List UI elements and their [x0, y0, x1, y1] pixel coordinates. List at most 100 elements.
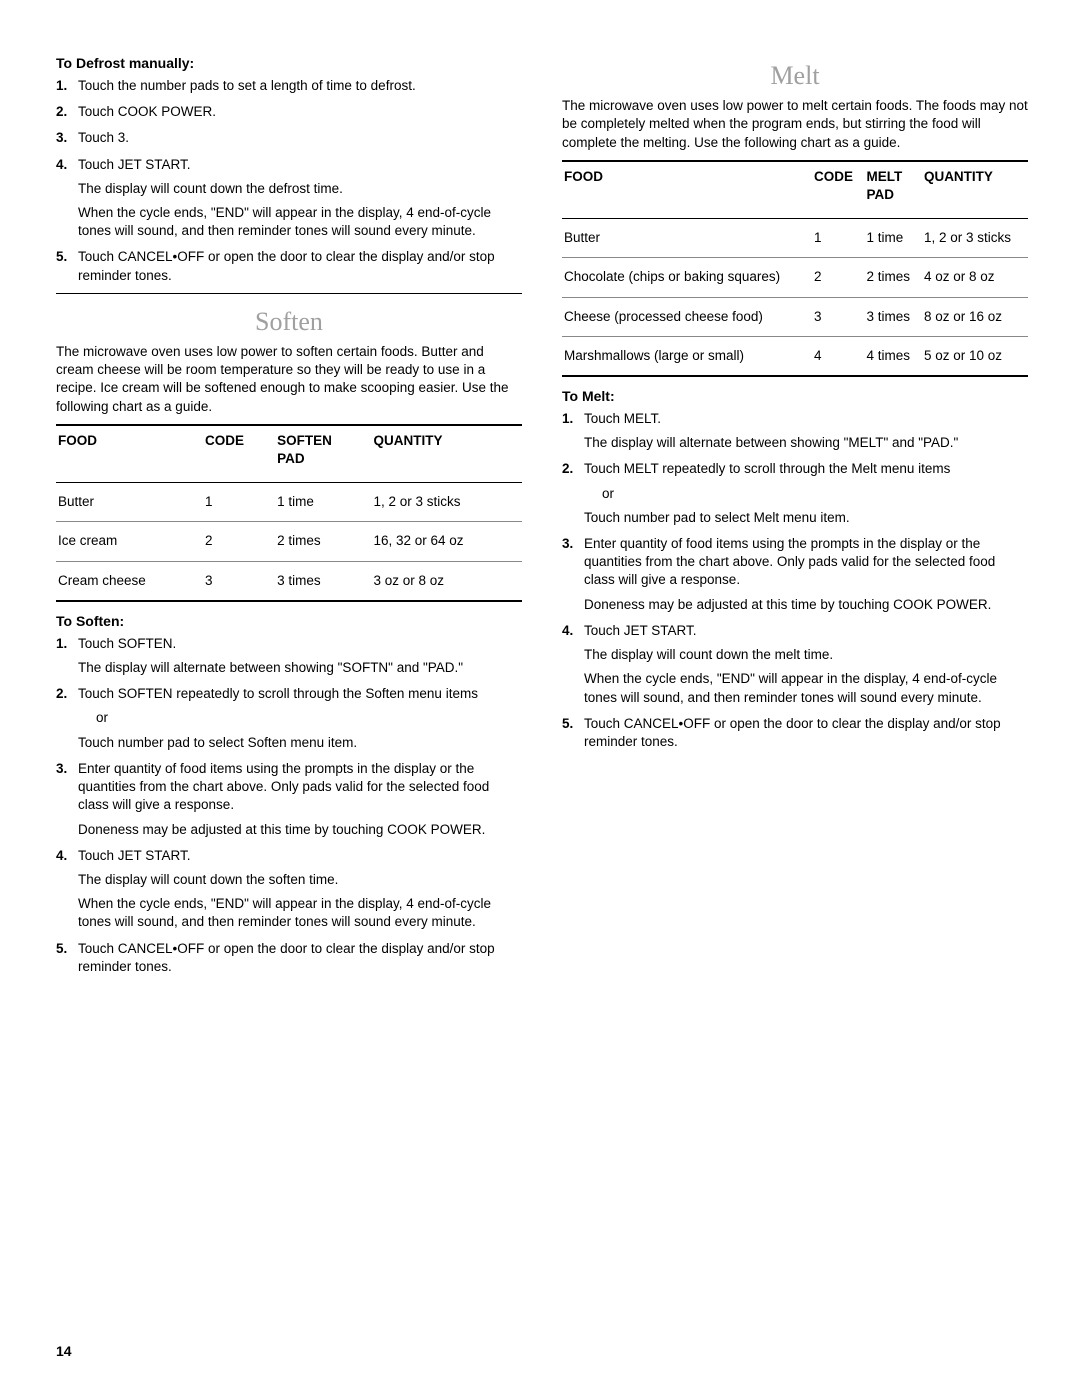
- cell: Butter: [56, 483, 203, 522]
- table-row: Ice cream 2 2 times 16, 32 or 64 oz: [56, 522, 522, 561]
- cell: Cream cheese: [56, 561, 203, 601]
- section-divider: [56, 293, 522, 294]
- step-sub: The display will count down the melt tim…: [584, 646, 1028, 664]
- th-food: FOOD: [562, 161, 812, 219]
- step-text: Touch SOFTEN.: [78, 636, 176, 651]
- cell: Chocolate (chips or baking squares): [562, 258, 812, 297]
- cell: 2 times: [864, 258, 921, 297]
- step-sub: The display will count down the soften t…: [78, 871, 522, 889]
- defrost-heading: To Defrost manually:: [56, 54, 522, 73]
- right-column: Melt The microwave oven uses low power t…: [562, 48, 1028, 984]
- step-sub: Touch number pad to select Melt menu ite…: [584, 509, 1028, 527]
- step-text: Touch COOK POWER.: [78, 104, 216, 119]
- list-item: Touch SOFTEN. The display will alternate…: [56, 635, 522, 677]
- cell: 16, 32 or 64 oz: [371, 522, 522, 561]
- step-text: Touch the number pads to set a length of…: [78, 78, 416, 93]
- list-item: Touch JET START. The display will count …: [56, 847, 522, 932]
- list-item: Touch CANCEL•OFF or open the door to cle…: [56, 248, 522, 284]
- list-item: Touch CANCEL•OFF or open the door to cle…: [562, 715, 1028, 751]
- cell: 8 oz or 16 oz: [922, 297, 1028, 336]
- cell: 4 oz or 8 oz: [922, 258, 1028, 297]
- step-text: Touch MELT.: [584, 411, 661, 426]
- melt-table: FOOD CODE MELTPAD QUANTITY Butter 1 1 ti…: [562, 160, 1028, 377]
- list-item: Touch JET START. The display will count …: [56, 156, 522, 241]
- cell: 5 oz or 10 oz: [922, 336, 1028, 376]
- th-qty: QUANTITY: [371, 425, 522, 483]
- step-text: Touch 3.: [78, 130, 129, 145]
- step-or: or: [96, 709, 522, 727]
- step-text: Touch CANCEL•OFF or open the door to cle…: [78, 941, 495, 974]
- list-item: Touch SOFTEN repeatedly to scroll throug…: [56, 685, 522, 752]
- soften-title: Soften: [56, 304, 522, 339]
- table-row: Cream cheese 3 3 times 3 oz or 8 oz: [56, 561, 522, 601]
- step-sub: When the cycle ends, "END" will appear i…: [78, 204, 522, 240]
- list-item: Touch MELT repeatedly to scroll through …: [562, 460, 1028, 527]
- cell: Butter: [562, 219, 812, 258]
- list-item: Enter quantity of food items using the p…: [562, 535, 1028, 614]
- cell: 2: [812, 258, 864, 297]
- cell: 2 times: [275, 522, 371, 561]
- th-code: CODE: [203, 425, 275, 483]
- th-code: CODE: [812, 161, 864, 219]
- left-column: To Defrost manually: Touch the number pa…: [56, 48, 522, 984]
- list-item: Touch COOK POWER.: [56, 103, 522, 121]
- list-item: Enter quantity of food items using the p…: [56, 760, 522, 839]
- cell: 1, 2 or 3 sticks: [371, 483, 522, 522]
- th-qty: QUANTITY: [922, 161, 1028, 219]
- table-row: Butter 1 1 time 1, 2 or 3 sticks: [56, 483, 522, 522]
- step-text: Touch SOFTEN repeatedly to scroll throug…: [78, 686, 478, 701]
- list-item: Touch JET START. The display will count …: [562, 622, 1028, 707]
- cell: Ice cream: [56, 522, 203, 561]
- table-row: Butter 1 1 time 1, 2 or 3 sticks: [562, 219, 1028, 258]
- th-pad: SOFTENPAD: [275, 425, 371, 483]
- soften-proc-heading: To Soften:: [56, 612, 522, 631]
- step-sub: The display will count down the defrost …: [78, 180, 522, 198]
- cell: 1: [812, 219, 864, 258]
- step-sub: When the cycle ends, "END" will appear i…: [78, 895, 522, 931]
- table-row: Marshmallows (large or small) 4 4 times …: [562, 336, 1028, 376]
- cell: 4: [812, 336, 864, 376]
- cell: 3 times: [864, 297, 921, 336]
- list-item: Touch the number pads to set a length of…: [56, 77, 522, 95]
- step-or: or: [602, 485, 1028, 503]
- list-item: Touch CANCEL•OFF or open the door to cle…: [56, 940, 522, 976]
- cell: 1, 2 or 3 sticks: [922, 219, 1028, 258]
- list-item: Touch MELT. The display will alternate b…: [562, 410, 1028, 452]
- cell: 1 time: [864, 219, 921, 258]
- step-sub: The display will alternate between showi…: [78, 659, 522, 677]
- step-text: Touch JET START.: [78, 157, 191, 172]
- table-row: Chocolate (chips or baking squares) 2 2 …: [562, 258, 1028, 297]
- cell: Cheese (processed cheese food): [562, 297, 812, 336]
- cell: 3 times: [275, 561, 371, 601]
- step-sub: Touch number pad to select Soften menu i…: [78, 734, 522, 752]
- defrost-steps: Touch the number pads to set a length of…: [56, 77, 522, 285]
- step-text: Touch CANCEL•OFF or open the door to cle…: [584, 716, 1001, 749]
- cell: 1 time: [275, 483, 371, 522]
- step-text: Touch JET START.: [584, 623, 697, 638]
- melt-intro: The microwave oven uses low power to mel…: [562, 97, 1028, 152]
- cell: 4 times: [864, 336, 921, 376]
- cell: 3: [812, 297, 864, 336]
- step-sub: Doneness may be adjusted at this time by…: [78, 821, 522, 839]
- th-pad: MELTPAD: [864, 161, 921, 219]
- page-number: 14: [56, 1342, 72, 1361]
- step-sub: When the cycle ends, "END" will appear i…: [584, 670, 1028, 706]
- th-food: FOOD: [56, 425, 203, 483]
- cell: 2: [203, 522, 275, 561]
- cell: Marshmallows (large or small): [562, 336, 812, 376]
- melt-steps: Touch MELT. The display will alternate b…: [562, 410, 1028, 751]
- melt-title: Melt: [562, 58, 1028, 93]
- melt-proc-heading: To Melt:: [562, 387, 1028, 406]
- soften-steps: Touch SOFTEN. The display will alternate…: [56, 635, 522, 976]
- cell: 3: [203, 561, 275, 601]
- step-text: Touch JET START.: [78, 848, 191, 863]
- soften-table: FOOD CODE SOFTENPAD QUANTITY Butter 1 1 …: [56, 424, 522, 602]
- cell: 3 oz or 8 oz: [371, 561, 522, 601]
- soften-intro: The microwave oven uses low power to sof…: [56, 343, 522, 416]
- list-item: Touch 3.: [56, 129, 522, 147]
- step-text: Enter quantity of food items using the p…: [78, 761, 489, 812]
- cell: 1: [203, 483, 275, 522]
- step-text: Enter quantity of food items using the p…: [584, 536, 995, 587]
- step-text: Touch MELT repeatedly to scroll through …: [584, 461, 950, 476]
- step-sub: Doneness may be adjusted at this time by…: [584, 596, 1028, 614]
